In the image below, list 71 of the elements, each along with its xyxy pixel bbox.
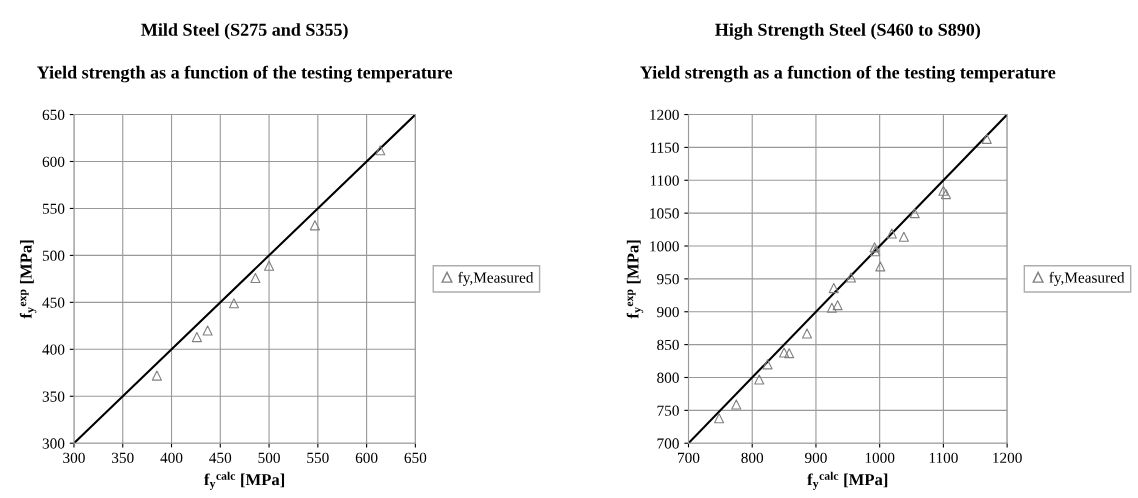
x-tick-label: 300	[63, 452, 85, 463]
point	[202, 325, 213, 336]
y-tick-label: 1050	[650, 208, 679, 219]
y-tick-label: 700	[657, 438, 679, 449]
point	[826, 302, 837, 313]
point	[309, 220, 320, 231]
point	[250, 272, 261, 283]
y-tick-label: 1100	[650, 175, 679, 186]
point	[151, 370, 162, 381]
x-tick-label: 400	[160, 452, 183, 463]
y-tick-label: 800	[657, 372, 679, 383]
point	[940, 189, 952, 200]
y-tick-label: 1000	[650, 241, 679, 252]
point	[981, 133, 992, 144]
point	[264, 260, 275, 271]
y-tick-label: 900	[657, 306, 679, 318]
x-axis-title: f$_{y}$$^{calc}$ [MPa]	[807, 471, 888, 490]
point	[714, 413, 725, 424]
point	[754, 374, 765, 385]
x-axis-title: f$_{y}$$^{calc}$ [MPa]	[204, 471, 285, 490]
x-tick-label: 900	[804, 452, 827, 463]
x-tick-label: 600	[355, 452, 378, 463]
point	[832, 300, 843, 311]
y-tick-label: 450	[42, 297, 65, 308]
y-tick-label: 550	[42, 203, 65, 214]
x-tick-label: 650	[404, 452, 427, 463]
point	[898, 231, 909, 242]
point	[845, 272, 857, 283]
point	[228, 298, 239, 309]
x-tick-label: 350	[112, 452, 134, 463]
point	[875, 261, 886, 272]
x-tick-label: 700	[678, 452, 700, 463]
y-tick-label: 600	[42, 156, 65, 167]
y-tick-label: 1200	[650, 109, 679, 120]
x-tick-label: 550	[307, 452, 329, 463]
chart-title: Mild Steel (S275 and S355)	[141, 23, 348, 40]
y-tick-label: 950	[657, 274, 679, 285]
point	[731, 399, 742, 410]
legend-label: fy,Measured	[458, 271, 534, 286]
point	[938, 185, 949, 196]
point	[779, 347, 790, 358]
point	[828, 283, 839, 294]
x-tick-label: 450	[209, 452, 232, 463]
point	[762, 359, 773, 370]
x-tick-label: 800	[741, 452, 764, 463]
y-axis-title: f$_{y}$$^{exp}$ [MPa]	[626, 240, 644, 319]
y-tick-label: 1150	[650, 142, 679, 153]
chart-title: High Strength Steel (S460 to S890)	[715, 23, 981, 40]
point	[886, 228, 897, 239]
y-tick-label: 400	[42, 344, 65, 355]
y-tick-label: 650	[42, 109, 65, 120]
point	[909, 208, 920, 219]
legend-label: fy,Measured	[1049, 271, 1125, 286]
x-tick-label: 1200	[993, 452, 1022, 463]
point	[870, 246, 881, 257]
y-tick-label: 750	[657, 405, 679, 416]
x-tick-label: 1000	[865, 452, 895, 463]
point	[191, 332, 202, 343]
y-tick-label: 500	[42, 250, 65, 261]
point	[869, 242, 880, 253]
point	[801, 328, 813, 339]
x-tick-label: 1100	[929, 452, 958, 463]
y-tick-label: 850	[657, 339, 679, 351]
point	[784, 348, 795, 359]
point	[375, 145, 386, 156]
y-tick-label: 350	[42, 391, 65, 402]
chart-subtitle: Yield strength as a function of the testing temperature	[37, 65, 453, 83]
y-axis-title: f$_{y}$$^{exp}$ [MPa]	[19, 240, 37, 319]
y-tick-label: 300	[42, 438, 65, 449]
chart-subtitle: Yield strength as a function of the testing temperature	[640, 65, 1056, 83]
x-tick-label: 500	[258, 452, 280, 463]
